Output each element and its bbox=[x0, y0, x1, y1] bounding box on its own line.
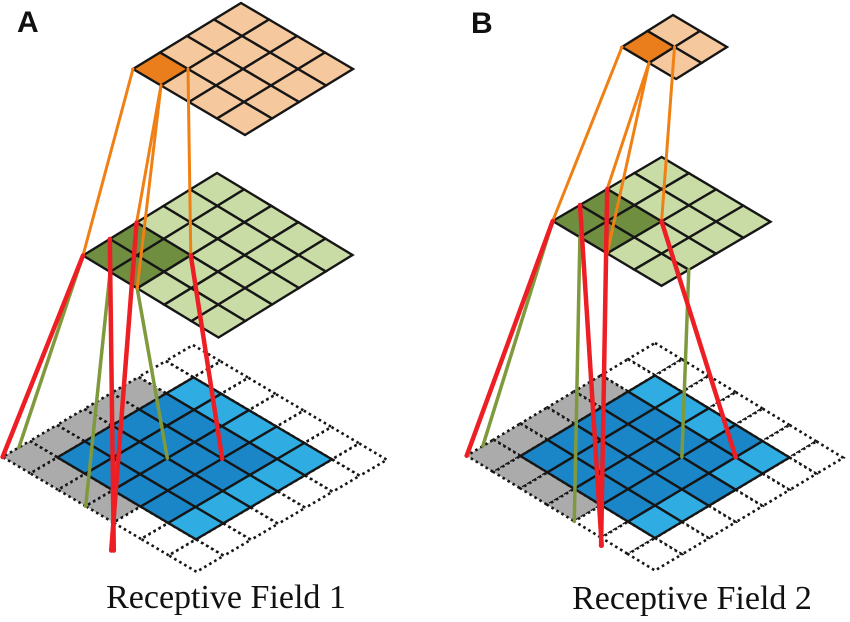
panel-a-orange-connection-line-5 bbox=[135, 84, 163, 290]
input-layer-cell-6-0 bbox=[786, 439, 846, 476]
input-layer-cell-2-0 bbox=[679, 374, 739, 410]
input-layer-cell-5-6 bbox=[598, 520, 658, 556]
input-layer-cell-6-6 bbox=[625, 536, 685, 573]
layer3-feature-map-cell-3-3 bbox=[214, 100, 275, 137]
panel-a-orange-connection-line-6 bbox=[186, 67, 193, 257]
panel-a-layer3-feature-map bbox=[130, 1, 356, 137]
input-layer-cell-6-0 bbox=[329, 441, 390, 478]
input-layer-cell-2-6 bbox=[517, 470, 577, 507]
panel-a bbox=[0, 1, 390, 574]
input-layer-cell-6-6 bbox=[166, 537, 227, 574]
panel-b-red-connection-line-7 bbox=[464, 218, 555, 458]
panel-b-red-connection-line-9 bbox=[598, 186, 610, 548]
panel-a-label: A bbox=[17, 6, 39, 39]
panel-a-red-connection-line-9 bbox=[108, 220, 139, 553]
panel-a-input-layer bbox=[0, 343, 390, 574]
panel-b bbox=[464, 13, 846, 573]
panel-a-red-connection-line-7 bbox=[0, 253, 86, 460]
input-layer-cell-0-0 bbox=[625, 341, 685, 378]
panel-b-layer2-feature-map bbox=[550, 155, 773, 288]
panel-b-olive-connection-line-1 bbox=[572, 235, 582, 524]
input-layer-cell-1-6 bbox=[491, 454, 550, 491]
layer2-feature-map-cell-3-3 bbox=[631, 252, 692, 288]
input-layer-cell-5-5 bbox=[165, 505, 226, 541]
panel-a-red-connection-line-10 bbox=[188, 253, 225, 461]
panel-a-caption: Receptive Field 1 bbox=[106, 579, 346, 616]
layer3-feature-map-cell-1-1 bbox=[646, 45, 704, 81]
input-layer-cell-5-5 bbox=[625, 504, 685, 540]
input-layer-cell-1-0 bbox=[652, 357, 712, 394]
panel-b-red-connection-line-8 bbox=[577, 202, 604, 548]
panel-b-caption: Receptive Field 2 bbox=[572, 580, 812, 617]
panel-b-label: B bbox=[471, 7, 493, 40]
panel-a-layer2-feature-map bbox=[80, 171, 355, 339]
panel-a-projection-lines bbox=[0, 67, 225, 553]
input-layer-cell-5-0 bbox=[760, 423, 819, 460]
panel-a-olive-connection-line-2 bbox=[135, 286, 170, 460]
panel-a-olive-connection-line-1 bbox=[83, 270, 112, 508]
input-layer-cell-4-0 bbox=[733, 407, 793, 443]
panel-b-projection-lines bbox=[464, 45, 738, 548]
panel-b-orange-connection-line-3 bbox=[551, 45, 624, 223]
panel-b-orange-connection-line-6 bbox=[660, 45, 676, 223]
panel-b-input-layer bbox=[464, 341, 846, 573]
panel-a-orange-connection-line-3 bbox=[81, 67, 135, 257]
panel-b-orange-connection-line-4 bbox=[605, 61, 651, 191]
panel-b-layer3-feature-map bbox=[619, 13, 730, 81]
input-layer-cell-0-6 bbox=[464, 438, 524, 474]
panel-b-orange-connection-line-5 bbox=[605, 61, 651, 255]
panel-b-red-connection-line-10 bbox=[659, 219, 738, 460]
